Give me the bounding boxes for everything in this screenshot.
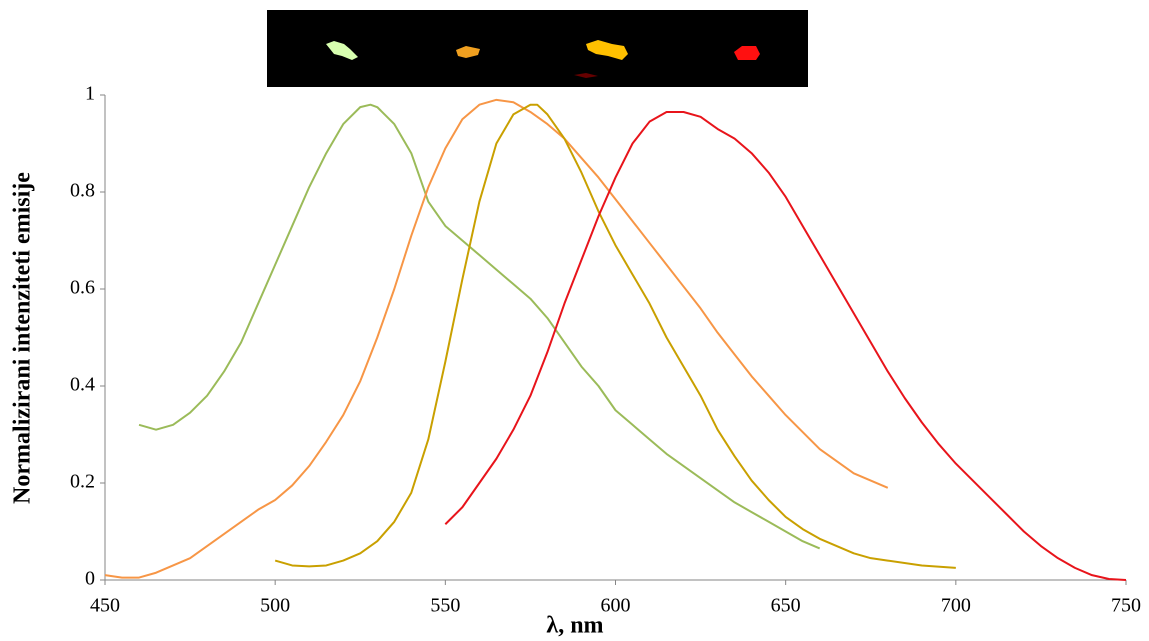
x-tick-label: 450	[90, 595, 120, 617]
x-axis-label: λ, nm	[546, 613, 603, 639]
y-tick-label: 0.6	[70, 277, 95, 299]
x-tick-label: 650	[771, 595, 801, 617]
series-line	[444, 110, 1127, 581]
series-line	[104, 98, 889, 579]
orange-sample	[456, 46, 480, 58]
x-tick-label: 500	[260, 595, 290, 617]
x-tick-label: 700	[941, 595, 971, 617]
photo-background	[267, 10, 808, 87]
series-line	[274, 103, 956, 569]
red-sample	[734, 46, 760, 60]
green-sample	[326, 41, 358, 60]
y-tick-label: 0.2	[70, 471, 95, 493]
x-tick-label: 750	[1111, 595, 1141, 617]
series-line	[138, 103, 821, 550]
y-tick-label: 0	[85, 568, 95, 590]
photo-strip	[267, 10, 808, 87]
gold-sample-shadow	[574, 73, 598, 78]
x-tick-label: 600	[601, 595, 631, 617]
x-tick-label: 550	[430, 595, 460, 617]
y-tick-label: 0.4	[70, 374, 95, 396]
y-axis-label: Normalizirani intenziteti emisije	[10, 172, 36, 504]
y-tick-label: 1	[85, 83, 95, 105]
y-tick-label: 0.8	[70, 180, 95, 202]
gold-sample	[586, 40, 628, 60]
